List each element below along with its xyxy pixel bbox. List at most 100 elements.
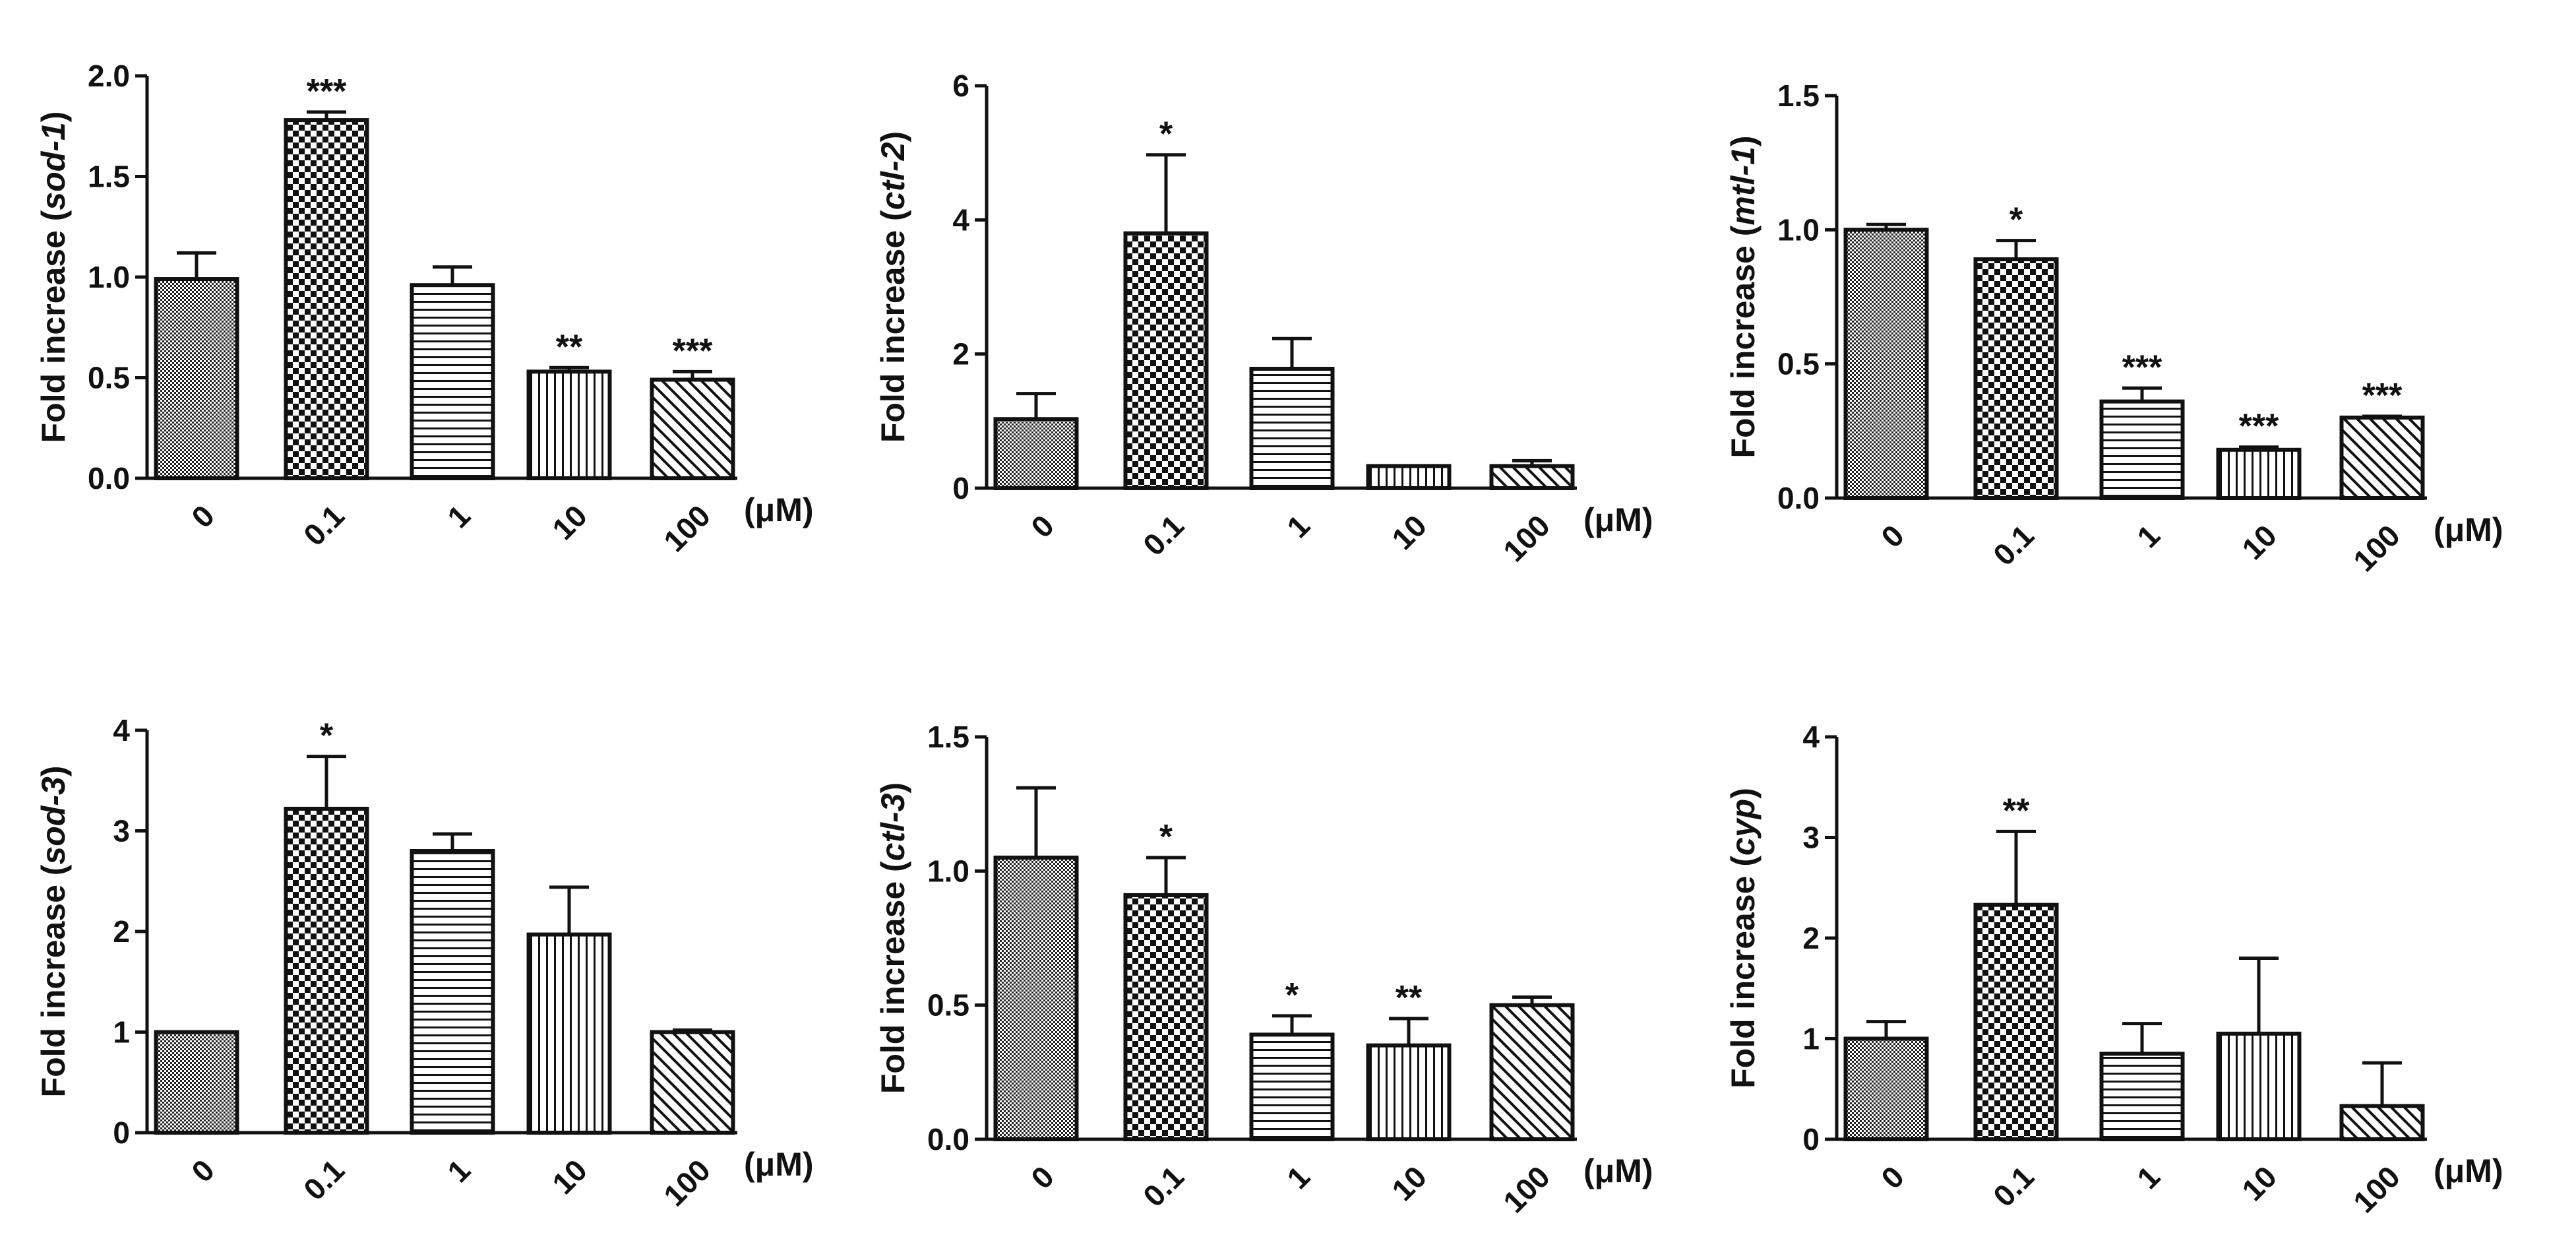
panel-mtl-1: 0.0 0.5 1.0 1.5 Fold increase (mtl-1) 0 * 0.1 **…	[1725, 79, 2503, 578]
x-tick-label: 0.1	[1986, 518, 2040, 572]
bar-0	[993, 417, 1079, 490]
x-tick-label: 100	[1496, 1159, 1556, 1219]
y-tick-label: 2	[1802, 921, 1820, 955]
bar-10	[1366, 1043, 1452, 1142]
significance-marker: ***	[2122, 348, 2162, 387]
y-tick-label: 6	[952, 69, 969, 103]
panel-cyp: 0 1 2 3 4 Fold increase (cyp) 0 ** 0.1 1 10 100 (μM)	[1725, 720, 2503, 1219]
y-axis-label-gene: mtl-1	[1725, 146, 1762, 225]
panel-ctl-3: 0.0 0.5 1.0 1.5 Fold increase (ctl-3) 0 * 0.1 * 1…	[874, 720, 1653, 1219]
bar-1	[2099, 1052, 2185, 1141]
y-axis-label-suffix: )	[35, 766, 72, 777]
bar-100	[2339, 416, 2425, 500]
significance-marker: *	[1159, 818, 1173, 856]
x-tick-label: 100	[2346, 518, 2407, 578]
y-axis-label-gene: ctl-3	[874, 793, 911, 861]
y-tick-label: 4	[952, 203, 969, 237]
bar-0.1	[1973, 257, 2059, 500]
x-tick-label: 10	[545, 498, 594, 546]
significance-marker: **	[556, 328, 583, 366]
bar-0	[1843, 1036, 1929, 1141]
x-tick-label: 10	[1385, 508, 1433, 556]
y-tick-label: 1	[1802, 1022, 1820, 1056]
y-tick-label: 1.0	[927, 854, 969, 888]
y-axis-label: Fold increase (cyp)	[1725, 788, 1762, 1088]
x-tick-label: 0.1	[1136, 508, 1190, 562]
significance-marker: *	[1285, 976, 1299, 1015]
y-tick-label: 0.5	[927, 988, 969, 1023]
x-tick-label: 0	[1874, 518, 1911, 554]
y-axis-label-suffix: )	[35, 111, 72, 123]
x-tick-label: 1	[2130, 518, 2166, 554]
bar-10	[2216, 1031, 2302, 1141]
x-tick-label: 1	[1280, 1159, 1316, 1195]
y-axis-label-prefix: Fold increase (	[874, 210, 911, 443]
bar-0	[154, 277, 239, 480]
x-tick-label: 100	[657, 1152, 717, 1213]
x-tick-label: 1	[441, 498, 477, 534]
y-tick-label: 1.0	[1777, 212, 1820, 247]
bar-10	[1366, 464, 1452, 491]
significance-marker: ***	[2362, 377, 2403, 415]
significance-marker: **	[1395, 979, 1423, 1017]
y-axis-label-prefix: Fold increase (	[874, 861, 911, 1094]
y-tick-label: 2	[113, 914, 130, 949]
bar-10	[526, 369, 612, 480]
bar-100	[1489, 1003, 1575, 1142]
y-tick-label: 2	[952, 337, 969, 371]
bar-0.1	[1973, 902, 2059, 1141]
y-tick-label: 0.0	[88, 461, 130, 495]
bar-0.1	[1123, 231, 1209, 490]
y-axis-label-suffix: )	[1725, 135, 1762, 146]
x-tick-label: 0	[1024, 508, 1060, 544]
x-tick-label: 100	[657, 498, 717, 558]
x-tick-label: 0.1	[1986, 1159, 2040, 1213]
y-tick-label: 0	[113, 1116, 130, 1150]
y-tick-label: 1.5	[88, 160, 130, 194]
y-axis-label-prefix: Fold increase (	[35, 210, 72, 443]
bar-0.1	[284, 806, 369, 1135]
x-tick-label: 0	[185, 1152, 221, 1189]
panel-ctl-2: 0 2 4 6 Fold increase (ctl-2) 0 * 0.1 1 10 100 (μM)	[874, 69, 1653, 568]
y-axis-label: Fold increase (sod-3)	[35, 766, 72, 1098]
y-tick-label: 0.0	[1777, 481, 1820, 515]
y-tick-label: 1.5	[927, 720, 969, 754]
x-unit-label: (μM)	[744, 491, 814, 528]
y-axis-label: Fold increase (ctl-2)	[874, 131, 911, 443]
y-tick-label: 3	[1802, 821, 1820, 855]
x-tick-label: 1	[1280, 508, 1316, 544]
panel-sod-3: 0 1 2 3 4 Fold increase (sod-3) 0 * 0.1 1 10 100 (μM…	[35, 713, 814, 1213]
y-axis-label-gene: sod-1	[35, 122, 72, 210]
bar-0	[1843, 228, 1929, 500]
x-tick-label: 0	[185, 498, 221, 534]
y-axis-label: Fold increase (mtl-1)	[1725, 135, 1762, 458]
y-axis-label: Fold increase (ctl-3)	[874, 782, 911, 1094]
x-unit-label: (μM)	[744, 1146, 814, 1183]
significance-marker: ***	[307, 73, 347, 111]
bar-100	[650, 1030, 735, 1135]
significance-marker: **	[2003, 792, 2030, 830]
bar-100	[650, 377, 735, 480]
x-tick-label: 100	[2346, 1159, 2407, 1219]
bar-1	[1249, 367, 1335, 490]
significance-marker: *	[2009, 201, 2023, 239]
y-tick-label: 0.5	[1777, 347, 1820, 381]
y-axis-label: Fold increase (sod-1)	[35, 111, 72, 443]
significance-marker: *	[320, 717, 334, 755]
y-axis-label-gene: ctl-2	[874, 142, 911, 210]
x-tick-label: 1	[2130, 1159, 2166, 1195]
bar-0.1	[1123, 893, 1209, 1141]
y-tick-label: 1.5	[1777, 79, 1820, 113]
bar-10	[526, 932, 612, 1135]
y-axis-label-suffix: )	[874, 131, 911, 142]
y-tick-label: 0.5	[88, 361, 130, 395]
bar-0	[154, 1030, 239, 1135]
x-tick-label: 10	[2235, 518, 2283, 566]
x-unit-label: (μM)	[2434, 511, 2503, 548]
x-tick-label: 0.1	[297, 498, 351, 552]
y-axis-label-gene: cyp	[1725, 799, 1762, 856]
bar-100	[2339, 1104, 2425, 1141]
x-tick-label: 0.1	[1136, 1159, 1190, 1213]
